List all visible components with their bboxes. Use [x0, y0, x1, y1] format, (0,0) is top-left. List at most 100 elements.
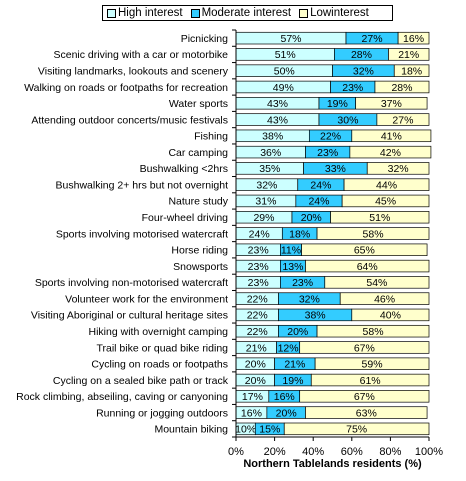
- data-label: 67%: [354, 391, 375, 403]
- data-label: 21%: [398, 49, 419, 61]
- legend-swatch: [190, 8, 200, 18]
- data-label: 20%: [276, 407, 297, 419]
- category-label: Snowsports: [173, 261, 228, 273]
- bar-segment: [316, 324, 430, 338]
- legend-label: Lowinterest: [310, 7, 369, 19]
- data-label: 10%: [235, 424, 256, 436]
- data-label: 38%: [262, 131, 283, 143]
- bar-segment: [299, 390, 430, 403]
- category-label: Horse riding: [171, 245, 228, 257]
- legend-item: Moderate interest: [190, 7, 292, 19]
- data-label: 12%: [278, 342, 299, 354]
- data-label: 27%: [362, 33, 383, 45]
- data-label: 20%: [301, 212, 322, 224]
- bar-segment: [339, 292, 430, 305]
- data-label: 16%: [403, 33, 424, 45]
- bar-segment: [393, 64, 430, 77]
- data-label: 32%: [388, 163, 409, 175]
- legend-label: High interest: [118, 7, 183, 19]
- legend-swatch: [299, 8, 309, 18]
- data-label: 20%: [245, 375, 266, 387]
- data-label: 18%: [401, 66, 422, 78]
- bar-segment: [349, 145, 432, 159]
- data-label: 31%: [255, 196, 276, 208]
- data-label: 38%: [305, 310, 326, 322]
- data-label: 30%: [337, 114, 358, 126]
- data-label: 16%: [274, 391, 295, 403]
- data-label: 43%: [267, 98, 288, 110]
- category-label: Cycling on a sealed bike path or track: [53, 375, 229, 387]
- data-label: 22%: [320, 131, 341, 143]
- legend-label: Moderate interest: [201, 7, 292, 19]
- data-label: 23%: [248, 277, 269, 289]
- data-label: 49%: [273, 82, 294, 94]
- x-tick-label: 0%: [228, 446, 244, 458]
- data-label: 40%: [380, 310, 401, 322]
- category-label: Sports involving motorised watercraft: [56, 228, 228, 240]
- data-label: 61%: [360, 375, 381, 387]
- bar-segment: [330, 211, 430, 224]
- bar-segment: [305, 259, 430, 273]
- x-tick-label: 80%: [379, 446, 401, 458]
- category-label: Fishing: [194, 131, 228, 143]
- bar-segment: [305, 406, 428, 419]
- category-label: Walking on roads or footpaths for recrea…: [24, 82, 228, 94]
- data-label: 32%: [299, 293, 320, 305]
- category-label: Scenic driving with a car or motorbike: [54, 49, 229, 61]
- data-label: 58%: [363, 228, 384, 240]
- category-label: Cycling on roads or footpaths: [91, 359, 228, 371]
- data-label: 35%: [259, 163, 280, 175]
- data-label: 23%: [317, 147, 338, 159]
- category-label: Trail bike or quad bike riding: [96, 342, 228, 354]
- bar-segment: [341, 194, 430, 208]
- data-label: 54%: [366, 277, 387, 289]
- data-label: 64%: [357, 261, 378, 273]
- data-label: 13%: [282, 261, 303, 273]
- category-label: Bushwalking 2+ hrs but not overnight: [56, 179, 229, 191]
- data-label: 23%: [342, 82, 363, 94]
- category-label: Visiting landmarks, lookouts and scenery: [38, 66, 229, 78]
- data-label: 28%: [391, 82, 412, 94]
- data-label: 19%: [327, 98, 348, 110]
- category-label: Sports involving non-motorised watercraf…: [35, 277, 228, 289]
- data-label: 17%: [242, 391, 263, 403]
- x-tick-label: 100%: [415, 446, 443, 458]
- data-label: 59%: [362, 359, 383, 371]
- category-label: Mountain biking: [154, 424, 228, 436]
- data-label: 22%: [247, 310, 268, 322]
- data-label: 23%: [248, 245, 269, 257]
- bar-segment: [355, 97, 428, 110]
- data-label: 24%: [249, 228, 270, 240]
- data-label: 32%: [353, 66, 374, 78]
- data-label: 20%: [245, 359, 266, 371]
- data-label: 20%: [287, 326, 308, 338]
- data-label: 44%: [376, 179, 397, 191]
- data-label: 43%: [267, 114, 288, 126]
- data-label: 65%: [354, 245, 375, 257]
- data-label: 19%: [282, 375, 303, 387]
- data-label: 27%: [392, 114, 413, 126]
- bar-segment: [310, 373, 430, 387]
- bar-segment: [299, 341, 430, 354]
- bar-segment: [374, 80, 430, 94]
- data-label: 58%: [363, 326, 384, 338]
- legend-swatch: [107, 8, 116, 18]
- legend-item: Lowinterest: [299, 7, 369, 19]
- data-label: 45%: [375, 196, 396, 208]
- category-label: Volunteer work for the environment: [65, 293, 228, 305]
- x-tick-label: 60%: [341, 446, 363, 458]
- data-label: 15%: [259, 424, 280, 436]
- category-label: Bushwalking <2hrs: [140, 163, 228, 175]
- data-label: 21%: [284, 359, 305, 371]
- data-label: 24%: [310, 179, 331, 191]
- data-label: 51%: [275, 49, 296, 61]
- data-label: 28%: [351, 49, 372, 61]
- data-label: 32%: [256, 179, 277, 191]
- data-label: 22%: [247, 293, 268, 305]
- data-label: 18%: [289, 228, 310, 240]
- category-label: Water sports: [169, 98, 228, 110]
- bar-segment: [376, 113, 430, 126]
- data-label: 63%: [356, 407, 377, 419]
- bar-segment: [301, 243, 428, 256]
